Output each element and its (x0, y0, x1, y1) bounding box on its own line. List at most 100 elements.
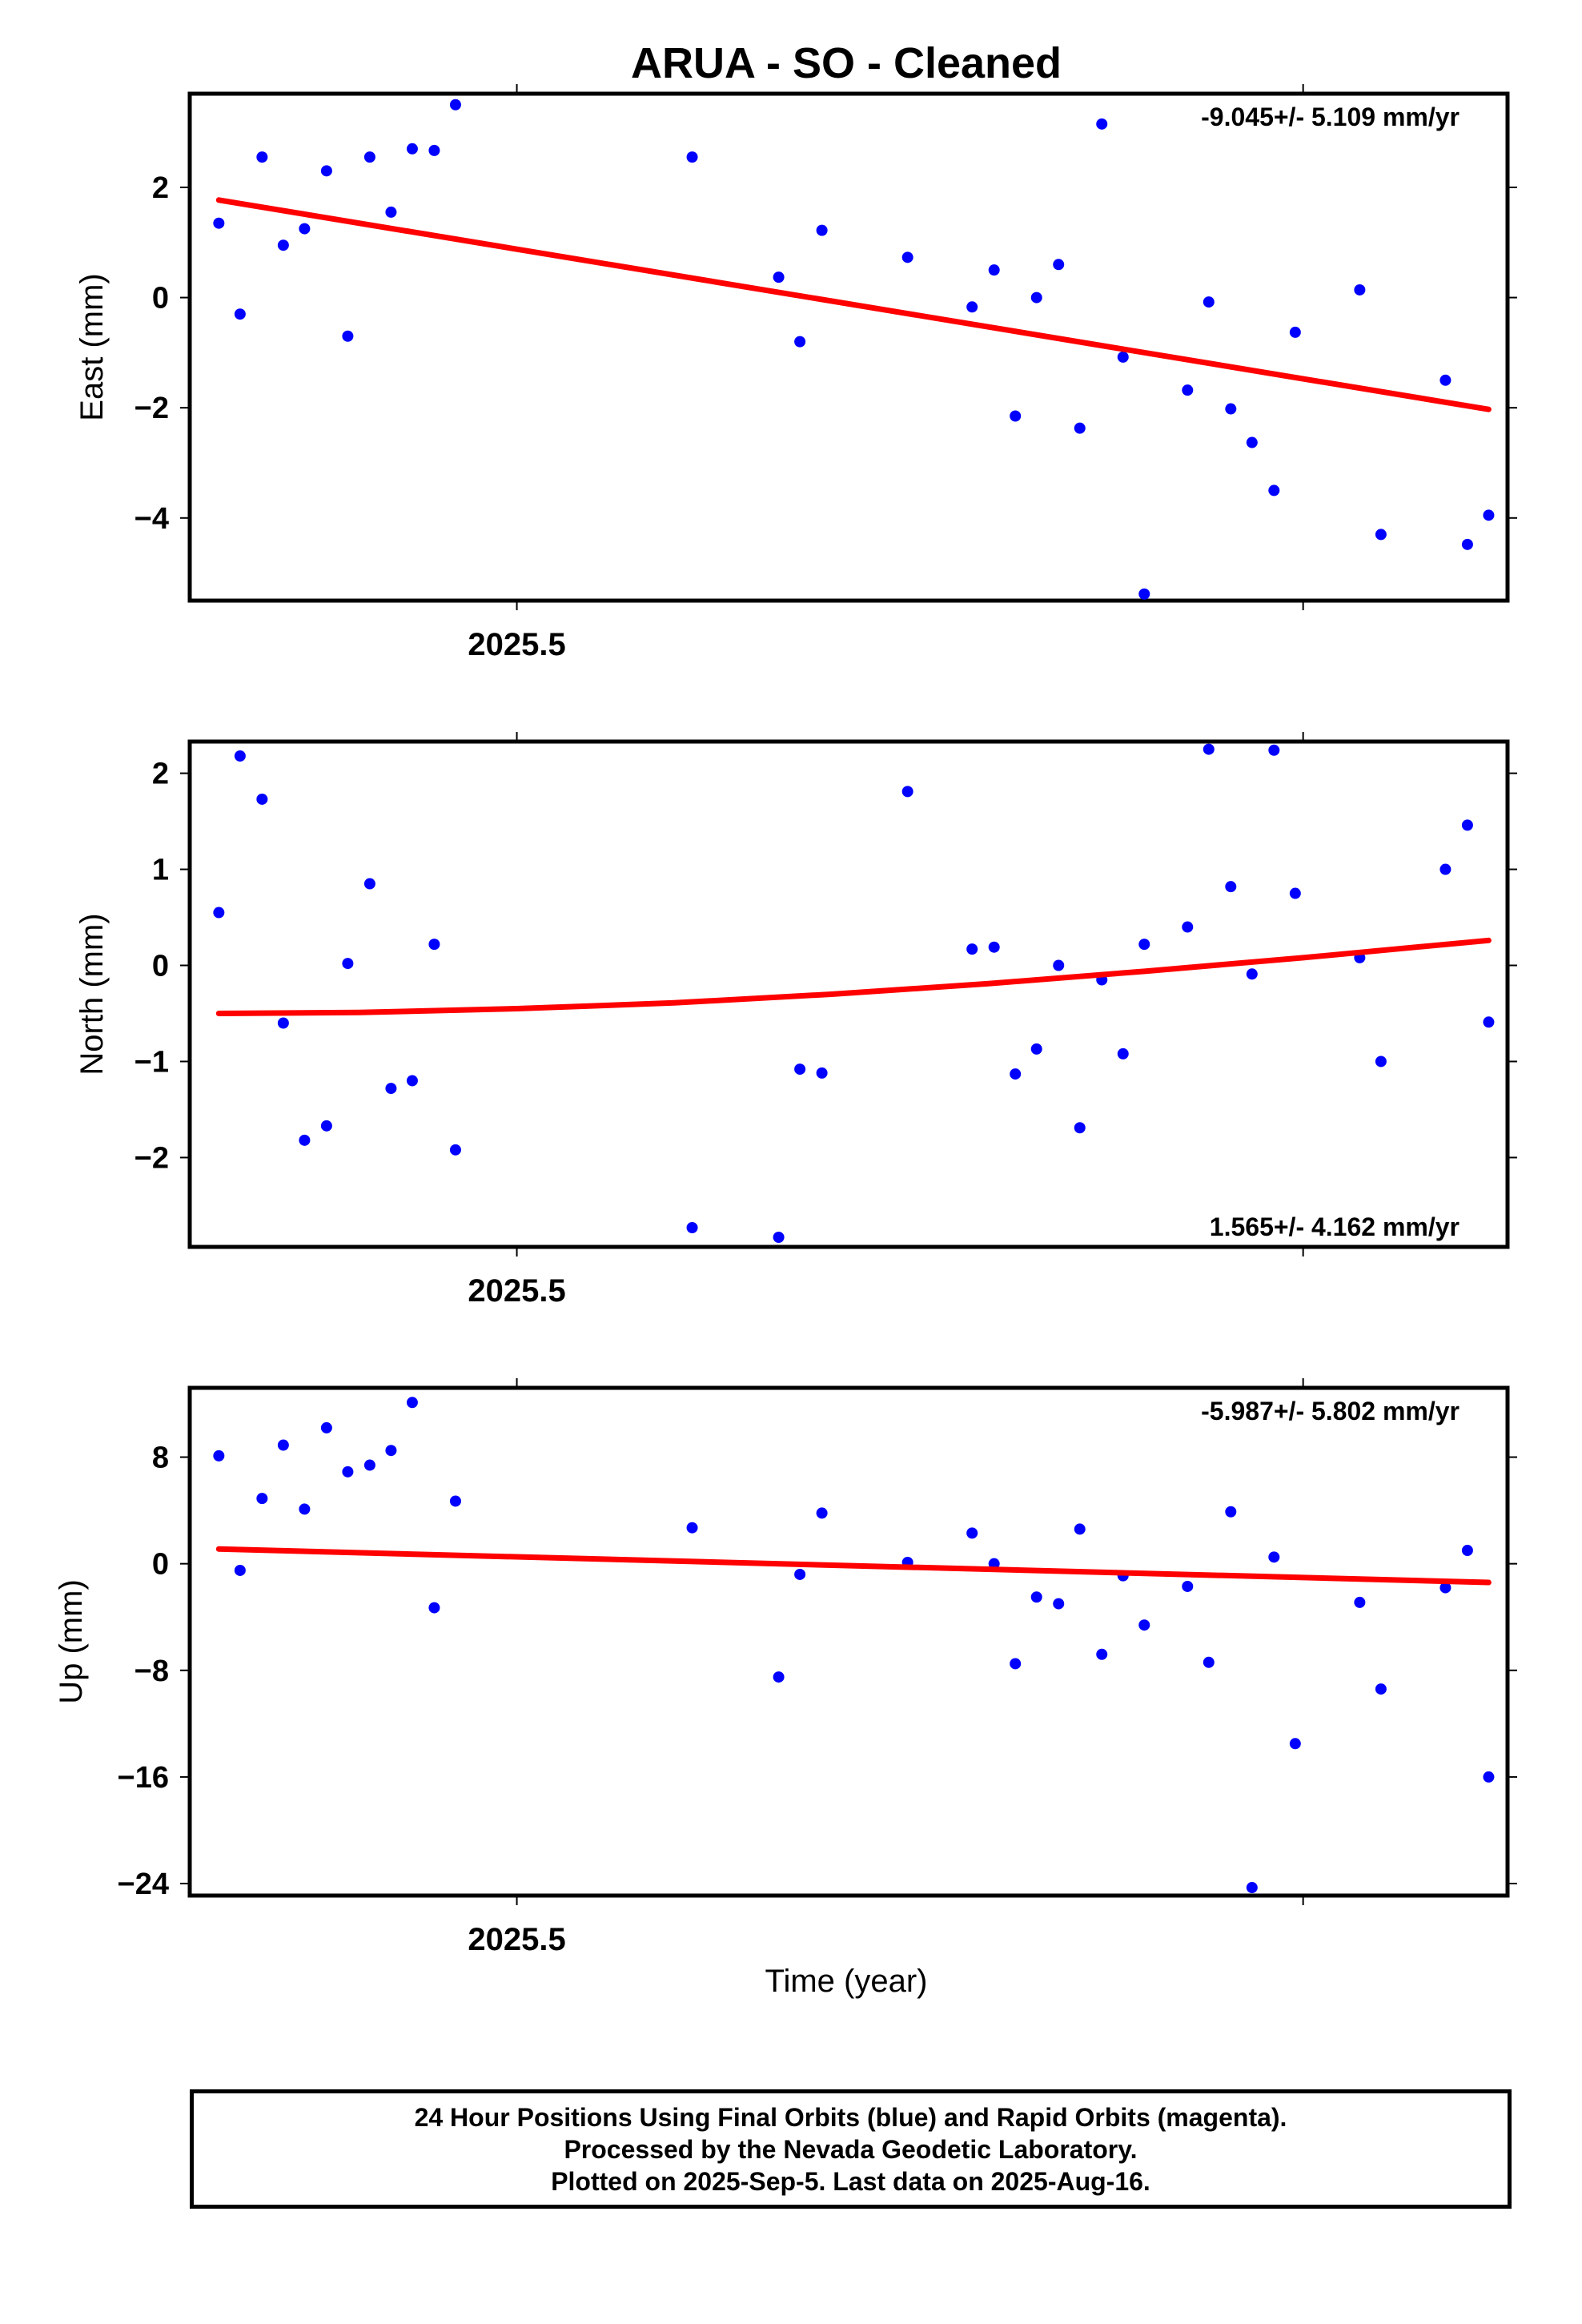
data-point (406, 1397, 418, 1409)
data-point (1268, 485, 1280, 497)
x-axis-label: Time (year) (765, 1964, 928, 1999)
y-tick-label: 0 (152, 1548, 169, 1582)
footer-line-1: 24 Hour Positions Using Final Orbits (bl… (414, 2102, 1287, 2132)
y-tick-label: 2 (152, 758, 169, 791)
data-point (213, 217, 225, 229)
data-point (1375, 1055, 1387, 1068)
data-point (1225, 881, 1237, 893)
x-tick-label: 2025.5 (468, 1273, 565, 1309)
data-point (1461, 538, 1473, 550)
data-point (320, 1120, 332, 1132)
y-axis-label: Up (mm) (54, 1579, 89, 1704)
y-tick-label: −2 (135, 1141, 169, 1175)
data-point (277, 1017, 289, 1029)
data-point (234, 750, 246, 762)
trend-line (215, 937, 1492, 1016)
data-point (406, 143, 418, 155)
y-tick-label: −1 (135, 1045, 169, 1079)
data-point (1182, 1580, 1194, 1592)
data-point (256, 1493, 268, 1505)
data-point (342, 958, 354, 970)
y-tick-label: 0 (152, 282, 169, 316)
data-point (1268, 1551, 1280, 1563)
data-point (428, 1602, 440, 1614)
data-point (1053, 959, 1065, 971)
data-point (234, 308, 246, 320)
data-point (1483, 1016, 1495, 1028)
data-point (1182, 384, 1194, 396)
data-point (966, 1527, 978, 1539)
data-point (1074, 422, 1086, 434)
panel-up: 8 0 −8 −16 −24 2025.5 Up (mm) -5.987+/- 5.802 m… (54, 1378, 1517, 1957)
data-point (299, 223, 311, 235)
trend-line (215, 1546, 1492, 1586)
data-point (794, 336, 806, 348)
data-point (686, 151, 698, 163)
plot-frame (187, 739, 1510, 1249)
data-point (213, 1449, 225, 1462)
data-point (256, 151, 268, 163)
data-point (449, 99, 461, 111)
data-point (794, 1063, 806, 1076)
data-point (1010, 1658, 1022, 1670)
data-point (385, 1445, 397, 1457)
data-point (277, 239, 289, 251)
data-point (320, 1421, 332, 1433)
y-tick-label: −2 (135, 392, 169, 425)
velocity-annotation: -9.045+/- 5.109 mm/yr (1201, 103, 1460, 131)
y-tick-label: 2 (152, 171, 169, 205)
footer-line-2: Processed by the Nevada Geodetic Laborat… (564, 2134, 1138, 2164)
data-point (1268, 744, 1280, 756)
data-point (1246, 968, 1258, 980)
data-point (1461, 1545, 1473, 1557)
data-point (1225, 1506, 1237, 1518)
y-axis-label: North (mm) (74, 913, 110, 1075)
data-point (428, 144, 440, 156)
data-point (1203, 296, 1215, 308)
data-point (1289, 887, 1301, 899)
plot-frame (187, 91, 1510, 603)
data-point (1096, 1648, 1108, 1660)
data-point (1461, 819, 1473, 831)
data-point (686, 1222, 698, 1234)
y-tick-label: −4 (135, 502, 169, 536)
y-tick-label: 0 (152, 950, 169, 983)
data-point (1354, 1596, 1366, 1608)
data-point (1289, 1738, 1301, 1750)
data-point (1010, 410, 1022, 422)
y-tick-label: 1 (152, 854, 169, 887)
data-point (428, 939, 440, 951)
data-point (816, 1507, 828, 1519)
data-point (1439, 1582, 1452, 1594)
data-point (901, 251, 913, 263)
data-point (363, 878, 375, 890)
data-point (1117, 351, 1129, 363)
velocity-annotation: -5.987+/- 5.802 mm/yr (1201, 1397, 1460, 1425)
data-point (1053, 1598, 1065, 1610)
data-point (449, 1144, 461, 1156)
data-point (1439, 863, 1452, 875)
data-point (1354, 283, 1366, 296)
data-point (1053, 259, 1065, 271)
data-point (363, 1459, 375, 1471)
y-tick-label: −16 (118, 1761, 169, 1795)
data-point (1138, 588, 1150, 600)
data-point (1225, 403, 1237, 415)
data-point (1030, 1043, 1042, 1055)
data-point (773, 1232, 785, 1244)
data-point (1096, 118, 1108, 130)
data-point (1138, 939, 1150, 951)
data-point (1182, 921, 1194, 933)
data-point (816, 1067, 828, 1079)
data-point (1074, 1523, 1086, 1535)
data-point (449, 1495, 461, 1507)
x-tick-label: 2025.5 (468, 627, 565, 662)
data-point (1117, 1047, 1129, 1059)
data-point (773, 1671, 785, 1683)
data-point (988, 941, 1000, 953)
data-point (1289, 326, 1301, 338)
data-point (1246, 436, 1258, 448)
chart-title: ARUA - SO - Cleaned (631, 39, 1062, 87)
data-point (1203, 1656, 1215, 1668)
footer-info-box: 24 Hour Positions Using Final Orbits (bl… (190, 2089, 1512, 2209)
